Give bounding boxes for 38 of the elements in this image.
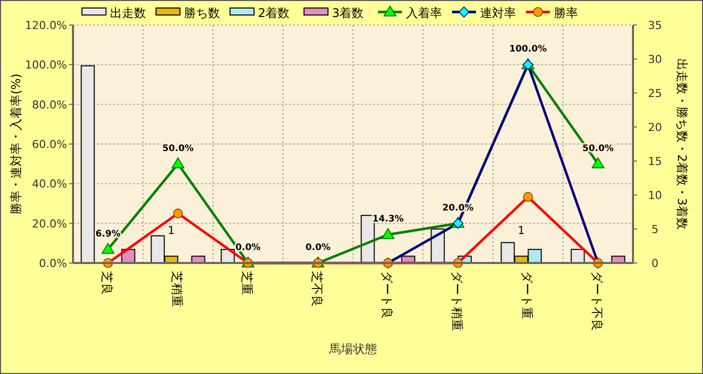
legend-label: 出走数 — [110, 6, 146, 20]
y2-tick-label: 5 — [652, 223, 658, 236]
data-label: 100.0% — [509, 44, 547, 55]
y-tick-label: 120.0% — [25, 19, 67, 32]
y2-tick-label: 25 — [648, 87, 662, 100]
y-tick-label: 100.0% — [25, 58, 67, 72]
x-tick-label: ダート良 — [380, 271, 394, 319]
y-tick-label: 80.0% — [32, 98, 67, 112]
x-axis-title: 馬場状態 — [328, 342, 377, 356]
data-label: 0.0% — [306, 243, 330, 253]
y2-tick-label: 15 — [648, 155, 662, 168]
y2-tick-label: 20 — [648, 121, 662, 134]
x-tick-label: 芝不良 — [310, 271, 324, 307]
y-axis-title: 勝率・連対率・入着率(%) — [9, 74, 23, 214]
data-label: 1 — [168, 224, 175, 238]
y-tick-label: 0.0% — [39, 257, 67, 270]
y2-axis-title: 出走数・勝ち数・2着数・3着数 — [675, 58, 689, 230]
y2-tick-label: 0 — [652, 257, 658, 270]
y-tick-label: 40.0% — [32, 178, 67, 191]
legend-label: 連対率 — [480, 6, 516, 20]
x-tick-label: 芝良 — [100, 271, 114, 295]
legend-label: 勝ち数 — [184, 6, 220, 20]
x-tick-label: ダート重 — [520, 271, 534, 319]
y2-tick-label: 30 — [648, 53, 662, 66]
x-tick-label: ダート不良 — [590, 271, 604, 331]
x-tick-label: 芝重 — [240, 271, 254, 295]
legend-label: 入着率 — [406, 6, 442, 20]
y-tick-label: 20.0% — [32, 217, 67, 230]
legend-label: 2着数 — [258, 6, 290, 20]
data-label: 1 — [518, 224, 525, 238]
legend-label: 3着数 — [332, 6, 364, 20]
x-tick-label: 芝稍重 — [170, 271, 184, 307]
x-tick-label: ダート稍重 — [450, 271, 464, 331]
legend-label: 勝率 — [554, 6, 578, 20]
y2-tick-label: 35 — [648, 19, 662, 32]
y2-tick-label: 10 — [648, 189, 662, 202]
y-tick-label: 60.0% — [32, 138, 67, 151]
data-label: 50.0% — [162, 144, 194, 154]
